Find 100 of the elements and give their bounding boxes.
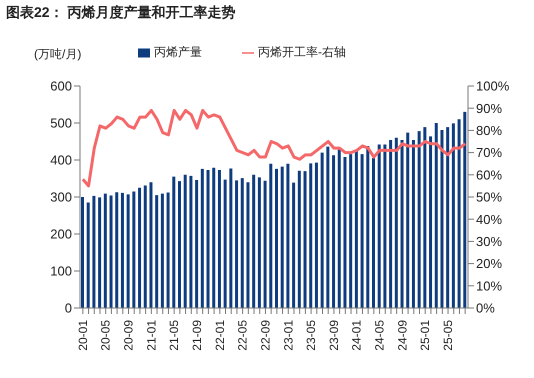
x-tick-label: 21-09 <box>190 320 204 351</box>
bar <box>155 195 158 308</box>
bar <box>160 194 164 308</box>
bar <box>343 157 346 308</box>
chart-title: 图表22： 丙烯月度产量和开工率走势 <box>6 4 236 22</box>
bar <box>458 119 461 308</box>
bar <box>269 164 272 308</box>
x-tick-label: 22-05 <box>236 320 250 351</box>
bar <box>138 188 142 308</box>
bar <box>258 177 261 308</box>
bar <box>383 144 386 308</box>
y2-tick-label: 50% <box>476 190 502 205</box>
bar <box>452 123 455 308</box>
bar <box>292 182 296 308</box>
bar <box>309 163 312 308</box>
bar <box>115 192 118 308</box>
x-tick-label: 22-09 <box>258 320 272 351</box>
x-tick-label: 21-05 <box>167 320 182 351</box>
x-tick-label: 24-09 <box>395 320 410 351</box>
x-tick-label: 25-05 <box>441 320 456 351</box>
y2-tick-label: 100% <box>476 78 510 94</box>
y-tick-label: 600 <box>50 78 72 94</box>
bar <box>240 178 244 308</box>
x-tick-label: 25-01 <box>418 320 432 351</box>
bar <box>378 144 381 308</box>
bar <box>446 127 450 308</box>
bar <box>195 180 198 308</box>
bar <box>132 191 136 308</box>
bar <box>206 170 210 308</box>
bar <box>406 132 410 308</box>
bar <box>286 164 290 308</box>
bar <box>332 155 336 308</box>
bar <box>212 168 216 308</box>
x-tick-label: 20-01 <box>76 320 90 351</box>
x-tick-label: 22-01 <box>212 320 227 351</box>
y2-tick-label: 30% <box>476 234 502 250</box>
y-tick-label: 400 <box>50 152 72 168</box>
y2-tick-label: 20% <box>476 256 502 272</box>
y-tick-label: 100 <box>50 264 72 279</box>
bar <box>144 186 147 308</box>
y2-tick-label: 80% <box>476 123 502 138</box>
bar <box>412 140 415 308</box>
x-tick-label: 24-01 <box>350 320 364 351</box>
bar <box>372 158 375 308</box>
bar <box>349 154 352 308</box>
bar <box>298 170 301 308</box>
bar <box>86 202 90 308</box>
bar <box>110 196 113 308</box>
y2-tick-label: 90% <box>476 100 502 116</box>
bar <box>326 146 330 308</box>
y-axis-title: (万吨/月) <box>34 46 82 63</box>
x-tick-label: 21-01 <box>144 320 158 351</box>
bar <box>120 192 124 308</box>
bar <box>178 181 181 308</box>
bar <box>200 168 204 308</box>
y2-tick-label: 0% <box>476 300 496 316</box>
bar <box>92 196 96 308</box>
bar <box>224 180 227 308</box>
bar <box>81 197 84 308</box>
bar <box>264 180 267 308</box>
y2-tick-label: 10% <box>476 278 502 294</box>
x-tick-label: 20-05 <box>98 320 113 351</box>
y-tick-label: 0 <box>64 300 72 316</box>
bar <box>172 176 176 308</box>
bar <box>275 168 278 308</box>
bar <box>252 174 256 308</box>
bar <box>429 136 432 308</box>
bar <box>423 127 426 308</box>
bar <box>304 171 307 308</box>
line-series <box>81 108 467 188</box>
y-tick-label: 500 <box>50 116 72 131</box>
x-tick-label: 24-05 <box>372 320 387 351</box>
bar <box>360 154 364 308</box>
legend-label: 丙烯产量 <box>154 45 202 59</box>
bar <box>126 194 130 308</box>
x-tick-label: 23-05 <box>304 320 318 351</box>
bar <box>218 170 221 308</box>
bar <box>394 138 398 308</box>
bar <box>280 166 284 308</box>
bar <box>434 123 438 308</box>
bar <box>440 130 444 308</box>
y-tick-label: 200 <box>50 226 72 242</box>
bar <box>314 162 318 308</box>
y-tick-label: 300 <box>50 190 72 205</box>
bar <box>104 194 107 308</box>
bar <box>166 192 170 308</box>
bar <box>229 168 232 308</box>
bar <box>463 112 466 308</box>
bar <box>418 131 421 308</box>
bar <box>246 182 250 308</box>
bar <box>400 140 404 308</box>
bar <box>149 182 152 308</box>
bar <box>338 150 341 308</box>
legend-label: 丙烯开工率-右轴 <box>258 45 346 59</box>
bar <box>320 152 324 308</box>
x-tick-label: 23-01 <box>281 320 296 351</box>
y2-tick-label: 70% <box>476 145 502 160</box>
bar <box>389 140 392 308</box>
bar <box>354 150 358 308</box>
bar <box>366 146 370 308</box>
